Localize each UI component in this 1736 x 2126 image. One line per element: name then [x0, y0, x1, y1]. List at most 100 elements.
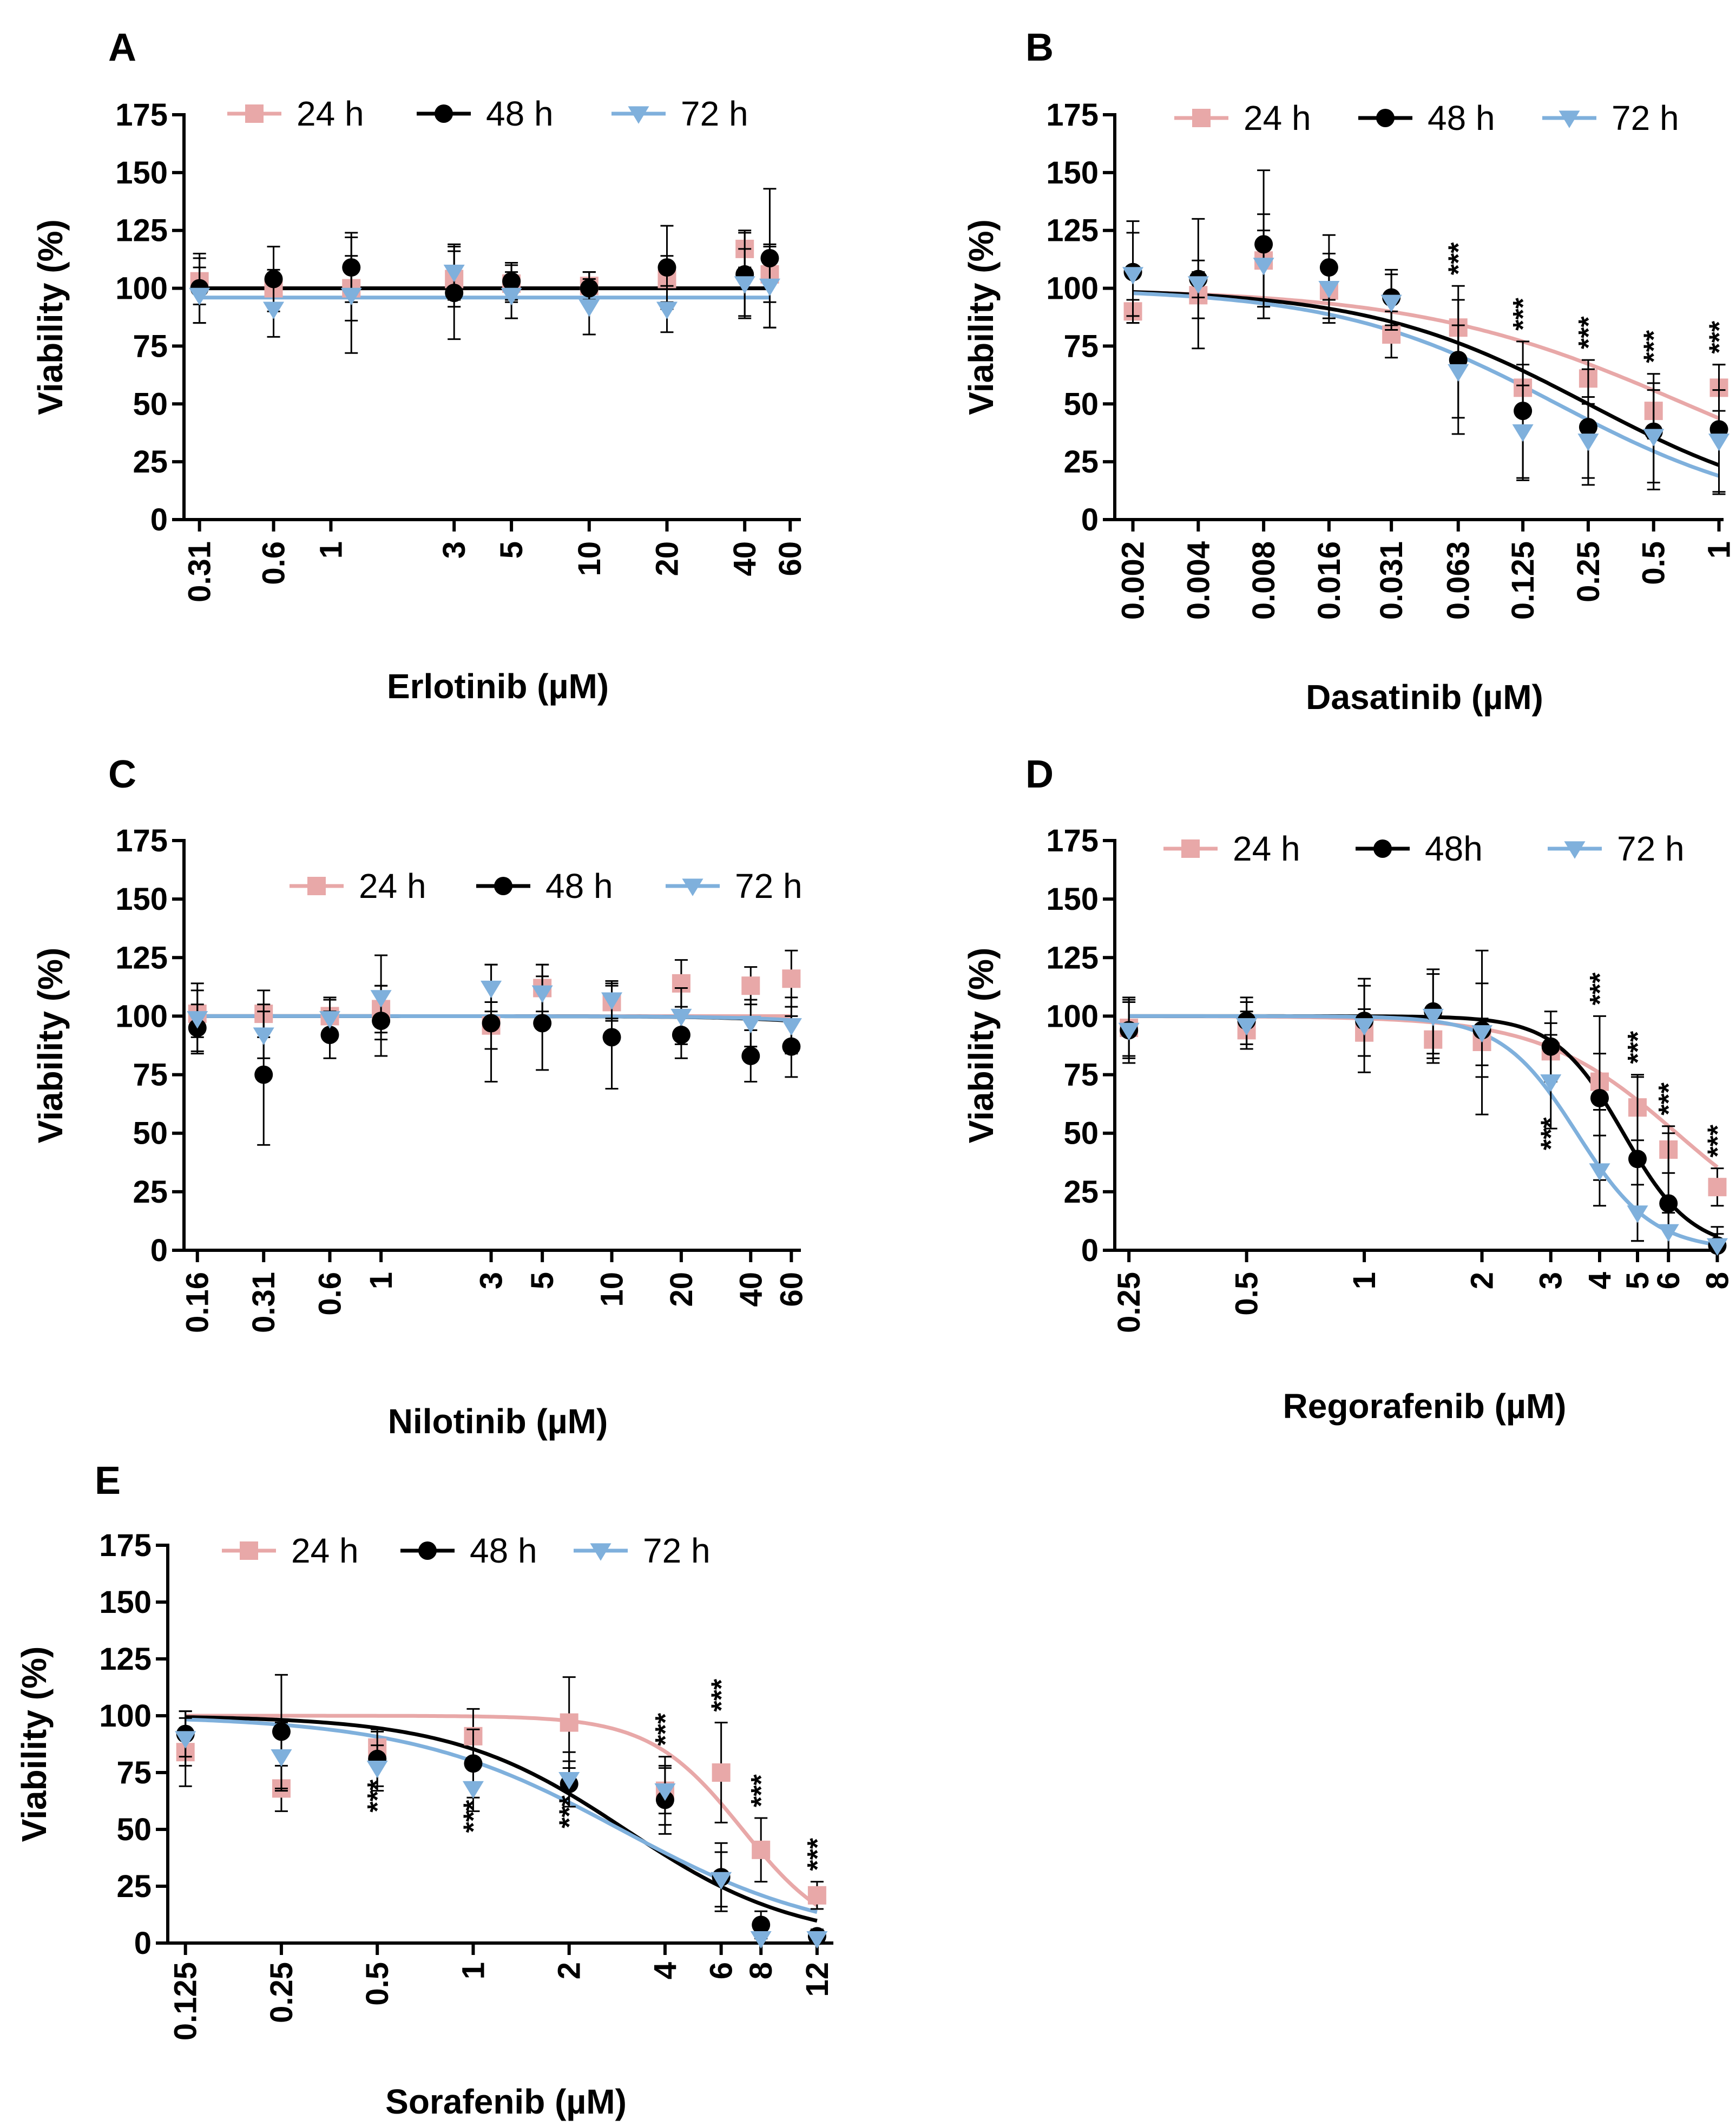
- data-point-72h: [187, 1011, 208, 1029]
- y-tick-label: 175: [115, 97, 168, 133]
- data-point-24h: [712, 1763, 731, 1782]
- data-point-72h: [262, 301, 285, 319]
- y-tick-label: 175: [99, 1528, 152, 1563]
- y-tick-label: 75: [1063, 329, 1099, 364]
- y-tick-label: 100: [99, 1698, 152, 1734]
- data-point-48h: [1590, 1088, 1609, 1107]
- y-tick-label: 0: [150, 502, 168, 537]
- data-point-72h: [1236, 1018, 1258, 1036]
- data-point-72h: [1658, 1224, 1679, 1242]
- y-tick-label: 0: [1081, 1233, 1099, 1268]
- legend-marker: [494, 877, 512, 895]
- data-point-48h: [602, 1028, 621, 1047]
- y-tick-label: 125: [115, 213, 168, 248]
- data-point-48h: [464, 1754, 483, 1773]
- legend-item-48h: 48 h: [400, 1531, 537, 1570]
- legend-label: 48 h: [545, 867, 613, 905]
- data-point-72h: [1708, 434, 1730, 451]
- significance-marker: ***: [650, 1712, 681, 1746]
- x-tick-label: 8: [1700, 1272, 1735, 1289]
- x-tick-label: 0.004: [1181, 541, 1216, 620]
- data-point-72h: [1706, 1238, 1728, 1256]
- data-point-72h: [1643, 429, 1665, 447]
- x-tick-label: 0.125: [168, 1962, 203, 2040]
- panel-letter: A: [108, 26, 136, 69]
- data-point-24h: [752, 1840, 771, 1859]
- y-tick-label: 25: [133, 1174, 168, 1210]
- x-tick-label: 6: [1651, 1272, 1686, 1289]
- legend-marker: [1373, 839, 1392, 858]
- data-point-72h: [1422, 1008, 1444, 1027]
- significance-marker: ***: [1702, 1124, 1733, 1157]
- x-tick-label: 60: [773, 541, 808, 576]
- legend-label: 72 h: [1612, 99, 1679, 137]
- data-point-48h: [254, 1065, 273, 1084]
- x-tick-label: 2: [1465, 1272, 1500, 1289]
- significance-marker: ***: [362, 1779, 393, 1812]
- significance-marker: ***: [706, 1678, 738, 1711]
- legend-item-72h: 72 h: [611, 94, 748, 133]
- data-point-72h: [759, 278, 780, 296]
- data-point-72h: [1577, 434, 1599, 451]
- data-point-72h: [501, 287, 522, 306]
- data-point-24h: [1708, 1178, 1727, 1197]
- fit-curve-72h: [1129, 1014, 1718, 1247]
- legend-label: 24 h: [1233, 829, 1300, 868]
- data-point-72h: [670, 1008, 692, 1027]
- data-point-48h: [1628, 1150, 1647, 1169]
- y-tick-label: 100: [115, 999, 168, 1034]
- significance-marker: ***: [458, 1800, 489, 1833]
- x-tick-label: 4: [1582, 1272, 1617, 1289]
- legend-marker: [682, 878, 703, 896]
- fit-curve-72h: [185, 1717, 818, 1914]
- significance-marker: ***: [1573, 316, 1605, 349]
- x-tick-label: 12: [800, 1962, 835, 1997]
- data-point-72h: [189, 287, 211, 306]
- data-point-72h: [1512, 424, 1534, 442]
- x-tick-label: 0.016: [1312, 541, 1347, 620]
- x-tick-label: 1: [1347, 1272, 1382, 1289]
- y-tick-label: 0: [134, 1926, 152, 1961]
- data-point-72h: [1253, 258, 1274, 275]
- legend-marker: [590, 1543, 611, 1561]
- x-tick-label: 0.31: [246, 1272, 281, 1333]
- chart-panel-b: B 0 25 50 75 100 125 150 175 0.002 0.004 0.008 0.016…: [962, 26, 1736, 717]
- y-tick-label: 125: [1046, 940, 1099, 975]
- significance-marker: ***: [802, 1838, 833, 1871]
- legend-label: 48h: [1425, 829, 1483, 868]
- legend-label: 72 h: [735, 867, 803, 905]
- data-point-72h: [462, 1781, 484, 1799]
- panel-letter: C: [108, 753, 136, 796]
- data-point-72h: [271, 1749, 292, 1767]
- x-tick-label: 2: [552, 1962, 587, 1979]
- x-tick-label: 0.5: [1636, 541, 1672, 585]
- y-tick-label: 150: [1046, 882, 1099, 917]
- data-point-24h: [741, 976, 760, 995]
- x-tick-label: 10: [572, 541, 607, 576]
- significance-marker: ***: [1653, 1082, 1685, 1115]
- y-axis-title: Viability (%): [31, 219, 70, 415]
- fit-curve-72h: [1133, 291, 1720, 478]
- legend-marker: [435, 104, 453, 123]
- data-point-72h: [1448, 364, 1469, 382]
- x-tick-label: 5: [525, 1272, 560, 1289]
- significance-marker: ***: [1536, 1117, 1567, 1150]
- data-point-72h: [601, 992, 623, 1010]
- fit-curve-48h: [1133, 290, 1720, 467]
- legend-label: 48 h: [1428, 99, 1495, 137]
- legend-marker: [307, 877, 326, 895]
- y-axis-title: Viability (%): [15, 1646, 54, 1842]
- y-axis-title: Viability (%): [962, 219, 1001, 415]
- data-point-72h: [806, 1931, 828, 1949]
- legend-label: 72 h: [681, 94, 748, 133]
- significance-marker: ***: [1584, 972, 1616, 1005]
- legend-item-72h: 72 h: [1542, 99, 1679, 137]
- legend-label: 48 h: [486, 94, 554, 133]
- legend-item-24h: 24 h: [1163, 829, 1300, 868]
- y-tick-label: 25: [1063, 1174, 1099, 1210]
- x-tick-label: 3: [1534, 1272, 1569, 1289]
- data-point-72h: [319, 1011, 341, 1029]
- fit-curve-48h: [185, 1715, 818, 1923]
- significance-marker: ***: [1639, 330, 1670, 363]
